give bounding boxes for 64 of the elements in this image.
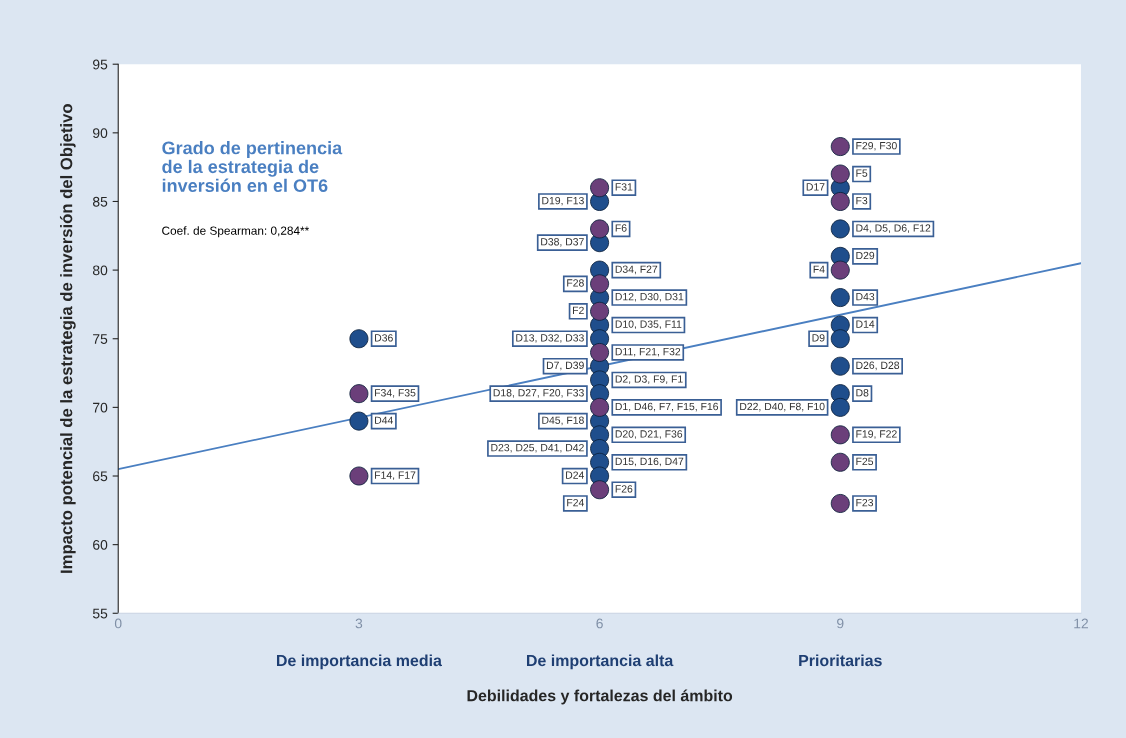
annotation: F19, F22 xyxy=(856,430,897,439)
annotation: D26, D28 xyxy=(856,361,900,371)
annotation: F24 xyxy=(567,498,585,507)
annotation: F25 xyxy=(856,457,874,466)
annotation: D2, D3, F9, F1 xyxy=(615,375,683,384)
annotation: D18, D27, F20, F33 xyxy=(493,389,584,398)
annotation: F23 xyxy=(856,498,874,507)
text: De importancia alta xyxy=(527,654,674,670)
annotation: D45, F18 xyxy=(542,416,584,426)
annotation: D43 xyxy=(856,292,875,301)
y-tick-label: 70 xyxy=(93,402,108,413)
annotation: D13, D32, D33 xyxy=(516,334,584,343)
annotation: D8 xyxy=(856,389,869,397)
x-axis-title: Debilidades y fortalezas del ámbito xyxy=(467,689,733,705)
y-tick-label: 85 xyxy=(92,196,108,207)
annotation: D29 xyxy=(856,251,875,260)
annotation: D19, F13 xyxy=(542,196,584,206)
text: Prioritarias xyxy=(799,654,882,667)
annotation: D24 xyxy=(566,471,585,479)
annotation: D1, D46, F7, F15, F16 xyxy=(615,402,719,412)
annotation: F31 xyxy=(615,183,633,191)
x-tick-label: 12 xyxy=(1074,618,1088,629)
annotation: D17 xyxy=(806,183,825,191)
y-tick-label: 95 xyxy=(93,59,108,70)
annotation: D10, D35, F11 xyxy=(615,320,682,330)
annotation: F26 xyxy=(615,485,633,493)
annotation: D14 xyxy=(856,320,875,328)
annotation: D34, F27 xyxy=(615,265,658,275)
annotation: D9 xyxy=(812,334,825,342)
annotation: F2 xyxy=(573,306,584,314)
y-tick-label: 90 xyxy=(93,128,108,139)
annotation: F29, F30 xyxy=(856,141,897,151)
y-tick-label: 75 xyxy=(93,334,108,344)
annotation: D44 xyxy=(375,416,393,424)
annotation: D20, D21, F36 xyxy=(615,430,683,439)
annotation: F4 xyxy=(813,265,825,273)
annotation: D4, D5, D6, F12 xyxy=(856,224,931,233)
text: De importancia media xyxy=(276,654,443,670)
annotation: D12, D30, D31 xyxy=(615,292,684,302)
y-tick-label: 80 xyxy=(92,265,108,276)
annotation: F14, F17 xyxy=(375,471,416,481)
point xyxy=(349,411,369,431)
y-axis-title: Impacto potencial de la estrategia de inversión del Objetivo xyxy=(59,104,76,573)
annotation: F6 xyxy=(615,224,627,232)
annotation: D11, F21, F32 xyxy=(615,347,681,357)
x-tick-label: 0 xyxy=(114,618,122,629)
annotation: D15, D16, D47 xyxy=(615,457,684,467)
annotation: D38, D37 xyxy=(541,238,584,247)
annotation: D36 xyxy=(375,334,393,342)
annotation: Coef. de Spearman: 0,284** xyxy=(162,226,310,238)
annotation: F3 xyxy=(856,196,868,205)
y-tick-label: 60 xyxy=(93,539,108,550)
annotation: D7, D39 xyxy=(546,361,584,371)
x-tick-label: 9 xyxy=(837,618,844,629)
annotation: Grado de pertinencia de la estrategia de inversión en el OT6 xyxy=(162,141,343,193)
x-tick-label: 3 xyxy=(355,618,363,629)
annotation: D23, D25, D41, D42 xyxy=(491,443,584,453)
annotation: F34, F35 xyxy=(375,389,416,398)
y-tick-label: 55 xyxy=(92,608,108,619)
x-tick-label: 6 xyxy=(596,618,603,629)
annotation: F28 xyxy=(567,279,584,287)
annotation: F5 xyxy=(856,169,868,177)
annotation: D22, D40, F8, F10 xyxy=(740,402,825,412)
y-tick-label: 65 xyxy=(93,471,108,482)
